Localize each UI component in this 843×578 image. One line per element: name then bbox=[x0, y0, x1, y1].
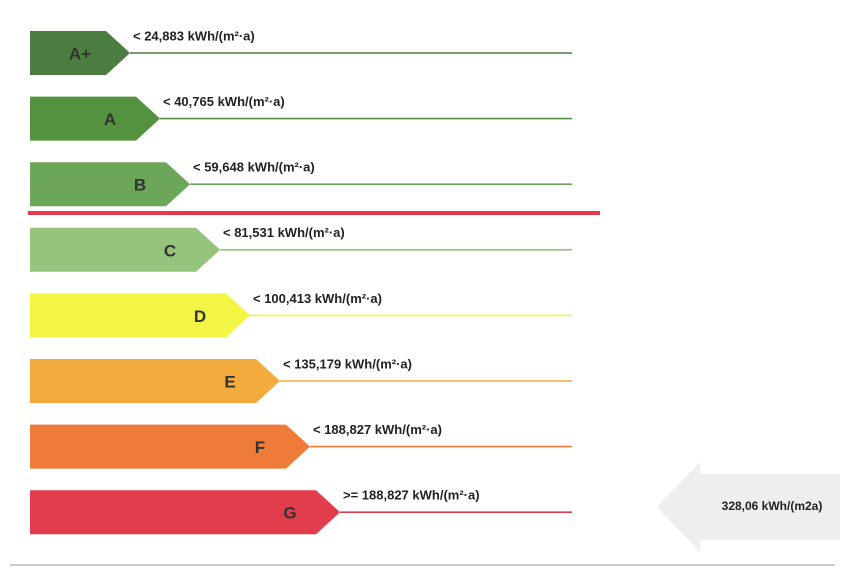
class-arrow bbox=[30, 96, 160, 141]
class-threshold: < 24,883 kWh/(m²·a) bbox=[133, 28, 255, 43]
class-arrow bbox=[30, 162, 190, 207]
class-threshold: < 81,531 kWh/(m²·a) bbox=[223, 225, 345, 240]
class-threshold: < 100,413 kWh/(m²·a) bbox=[253, 291, 382, 306]
class-label: D bbox=[194, 307, 206, 326]
class-arrow bbox=[30, 31, 130, 75]
class-label: G bbox=[283, 504, 296, 523]
indicator-label: 328,06 kWh/(m2a) bbox=[722, 499, 823, 513]
class-arrow bbox=[30, 293, 250, 338]
class-threshold: < 40,765 kWh/(m²·a) bbox=[163, 94, 285, 109]
class-label: B bbox=[134, 176, 146, 195]
indicator-arrow bbox=[657, 462, 840, 552]
class-label: F bbox=[255, 438, 265, 457]
class-threshold: >= 188,827 kWh/(m²·a) bbox=[343, 488, 480, 503]
class-arrow bbox=[30, 359, 280, 403]
class-arrow bbox=[30, 490, 340, 535]
class-threshold: < 59,648 kWh/(m²·a) bbox=[193, 160, 315, 175]
class-label: C bbox=[164, 241, 176, 260]
class-arrow bbox=[30, 424, 310, 469]
class-arrow bbox=[30, 227, 220, 272]
class-threshold: < 135,179 kWh/(m²·a) bbox=[283, 356, 412, 371]
class-label: A+ bbox=[69, 44, 91, 63]
class-label: E bbox=[224, 372, 235, 391]
class-threshold: < 188,827 kWh/(m²·a) bbox=[313, 422, 442, 437]
class-label: A bbox=[104, 110, 116, 129]
